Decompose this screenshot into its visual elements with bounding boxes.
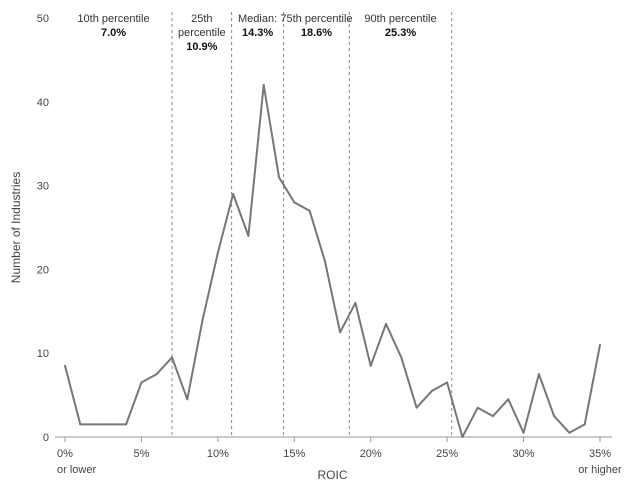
y-tick-label: 10 xyxy=(37,348,49,360)
percentile-label: 10th percentile xyxy=(77,13,149,25)
x-tick-label: 30% xyxy=(513,448,535,460)
data-point xyxy=(323,260,326,263)
percentile-value: 18.6% xyxy=(301,27,332,39)
percentile-value: 10.9% xyxy=(186,41,217,53)
data-point xyxy=(201,318,204,321)
percentile-value: 7.0% xyxy=(101,27,126,39)
data-point xyxy=(522,431,525,434)
data-point xyxy=(339,331,342,334)
data-point xyxy=(400,356,403,359)
y-tick-label: 50 xyxy=(37,13,49,25)
data-point xyxy=(369,364,372,367)
percentile-label: Median: xyxy=(238,13,277,25)
data-point xyxy=(216,251,219,254)
x-tick-label: 0% xyxy=(57,448,73,460)
y-tick-label: 20 xyxy=(37,264,49,276)
data-point xyxy=(155,373,158,376)
data-point xyxy=(583,423,586,426)
percentile-label: 90th percentile xyxy=(364,13,436,25)
data-point xyxy=(278,176,280,179)
data-point xyxy=(171,356,173,359)
x-tick-label: 20% xyxy=(360,448,382,460)
data-point xyxy=(537,373,540,376)
data-point xyxy=(64,364,66,367)
data-point xyxy=(140,381,143,384)
x-tick-label: 5% xyxy=(133,448,149,460)
y-axis-title: Number of Industries xyxy=(9,172,23,283)
data-point xyxy=(507,398,510,401)
y-tick-label: 0 xyxy=(43,432,49,444)
data-point xyxy=(568,431,571,434)
data-point xyxy=(461,436,464,438)
data-point xyxy=(430,389,433,392)
data-point xyxy=(109,423,112,426)
y-tick-label: 30 xyxy=(37,181,49,193)
x-tick-label: 35% xyxy=(589,448,611,460)
data-point xyxy=(476,406,479,409)
data-point xyxy=(125,423,128,426)
x-axis-title: ROIC xyxy=(318,468,348,482)
data-point xyxy=(79,423,82,426)
percentile-markers: 10th percentile 7.0% 25th percentile 10.9% Me… xyxy=(77,12,453,437)
data-point xyxy=(308,209,311,212)
data-point xyxy=(599,343,601,346)
data-point xyxy=(94,423,97,426)
y-axis: 0 10 20 30 40 50 xyxy=(37,13,49,444)
series-line xyxy=(64,84,601,438)
percentile-value: 25.3% xyxy=(385,27,416,39)
data-point xyxy=(262,84,265,87)
percentile-label: 75th percentile xyxy=(280,13,352,25)
data-point xyxy=(354,301,357,304)
data-point xyxy=(385,322,387,325)
x-tick-sublabel: or lower xyxy=(57,464,96,476)
x-tick-label: 10% xyxy=(207,448,229,460)
data-point xyxy=(492,415,494,418)
percentile-label: 25th xyxy=(191,13,212,25)
percentile-label: percentile xyxy=(178,27,226,39)
data-point xyxy=(446,381,449,384)
series-group xyxy=(64,84,601,438)
x-tick-label: 25% xyxy=(436,448,458,460)
data-point xyxy=(232,192,235,195)
y-tick-label: 40 xyxy=(37,97,49,109)
x-tick-label: 15% xyxy=(283,448,305,460)
data-point xyxy=(186,398,189,401)
x-tick-sublabel: or higher xyxy=(578,464,622,476)
data-point xyxy=(247,234,250,237)
data-point xyxy=(553,415,556,418)
data-point xyxy=(293,201,296,204)
percentile-value: 14.3% xyxy=(242,27,273,39)
x-axis: 0% or lower 5% 10% 15% 20% 25% 30% 35% or higher xyxy=(55,436,622,476)
data-point xyxy=(415,406,418,409)
